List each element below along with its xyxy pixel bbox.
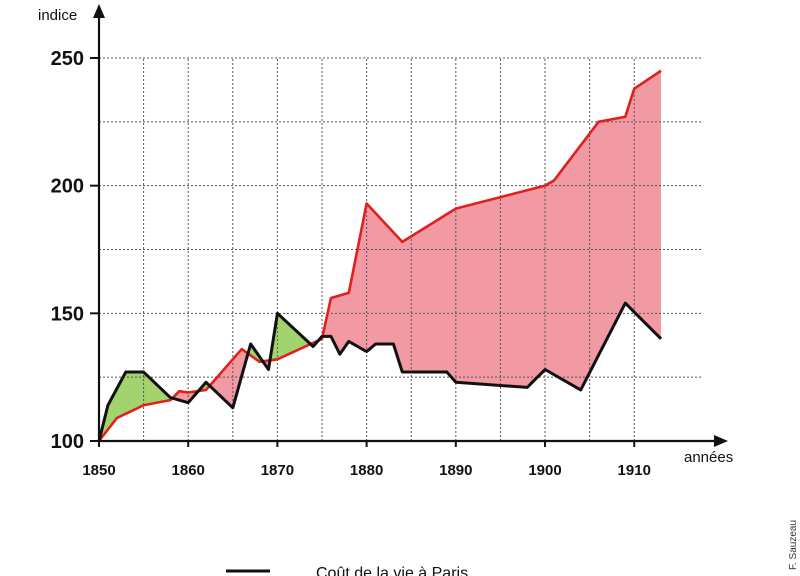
y-axis-arrow-icon xyxy=(93,4,105,18)
series-lines xyxy=(97,69,663,442)
x-tick-label-1850: 1850 xyxy=(82,462,115,479)
x-axis-arrow-icon xyxy=(714,435,728,447)
x-tick-label-1860: 1860 xyxy=(172,462,205,479)
x-tick-label-1910: 1910 xyxy=(618,462,651,479)
axes xyxy=(90,4,728,447)
x-tick-label-1900: 1900 xyxy=(528,462,561,479)
y-axis-title: indice xyxy=(38,7,77,24)
x-axis-title: années xyxy=(684,449,733,466)
x-tick-label-1890: 1890 xyxy=(439,462,472,479)
y-tick-label-150: 150 xyxy=(51,303,84,325)
fill-area-0 xyxy=(99,372,173,441)
tick-labels: 100 150 200 250 1850 1860 1870 1880 1890 1900 1910 xyxy=(51,48,651,479)
area-fills xyxy=(99,70,661,441)
x-tick-label-1880: 1880 xyxy=(350,462,383,479)
credit-text: F. Sauzeau xyxy=(788,520,799,570)
y-tick-label-250: 250 xyxy=(51,48,84,70)
series-line-red xyxy=(97,69,662,442)
legend-label-black: Coût de la vie à Paris xyxy=(316,565,468,576)
y-tick-label-100: 100 xyxy=(51,431,84,453)
x-tick-label-1870: 1870 xyxy=(261,462,294,479)
y-tick-label-200: 200 xyxy=(51,176,84,198)
series-line-black xyxy=(97,301,663,442)
gridlines xyxy=(99,57,703,441)
fill-area-9 xyxy=(322,70,661,390)
